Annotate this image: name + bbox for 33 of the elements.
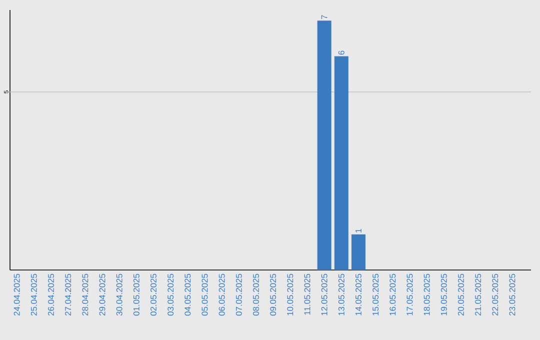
- x-tick-label: 02.05.2025: [150, 274, 156, 316]
- x-tick-label: 15.05.2025: [372, 274, 379, 316]
- x-tick-label: 07.05.2025: [236, 274, 242, 316]
- x-tick-label: 23.05.2025: [509, 274, 516, 316]
- x-tick-label: 19.05.2025: [440, 274, 447, 316]
- x-tick-label: 01.05.2025: [133, 274, 140, 316]
- x-tick-label: 13.05.2025: [338, 274, 344, 316]
- data-label: 6: [338, 50, 344, 55]
- x-tick-label: 30.04.2025: [116, 274, 122, 316]
- x-tick-label: 04.05.2025: [184, 274, 191, 316]
- x-tick-label: 10.05.2025: [287, 274, 294, 316]
- x-tick-label: 05.05.2025: [202, 274, 208, 316]
- data-label: 1: [356, 228, 362, 233]
- x-tick-label: 18.05.2025: [424, 274, 430, 316]
- x-tick-label: 21.05.2025: [475, 274, 482, 316]
- x-tick-label: 03.05.2025: [168, 274, 174, 316]
- x-tick-label: 20.05.2025: [458, 274, 464, 316]
- x-tick-label: 26.04.2025: [48, 274, 54, 316]
- x-tick-label: 17.05.2025: [406, 274, 413, 316]
- x-tick-label: 12.05.2025: [321, 274, 328, 316]
- x-tick-label: 14.05.2025: [355, 274, 362, 316]
- x-tick-label: 16.05.2025: [390, 274, 396, 316]
- x-tick-label: 11.05.2025: [304, 274, 310, 315]
- x-tick-label: 08.05.2025: [252, 274, 259, 316]
- x-tick-label: 25.04.2025: [30, 274, 37, 316]
- x-tick-label: 24.04.2025: [14, 274, 20, 316]
- x-tick-label: 29.04.2025: [99, 274, 106, 316]
- x-tick-label: 09.05.2025: [270, 274, 276, 316]
- data-label: 7: [321, 15, 328, 20]
- x-tick-label: 22.05.2025: [492, 274, 498, 316]
- x-tick-label: 06.05.2025: [218, 274, 225, 316]
- x-tick-label: 28.04.2025: [82, 274, 88, 316]
- x-tick-label: 27.04.2025: [65, 274, 72, 316]
